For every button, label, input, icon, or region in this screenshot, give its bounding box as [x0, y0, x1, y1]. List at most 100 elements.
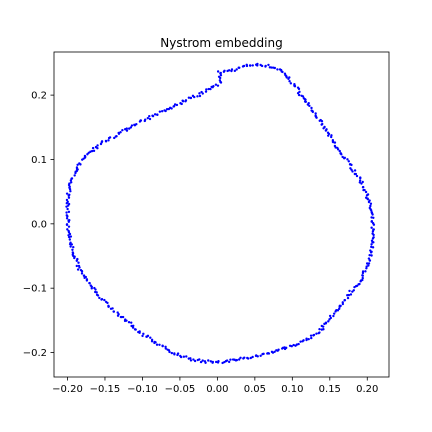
data-point [219, 72, 222, 75]
data-point [296, 91, 300, 95]
data-points [65, 62, 376, 365]
data-point [256, 64, 259, 67]
data-point [314, 114, 317, 117]
data-point [361, 276, 364, 280]
data-point [338, 307, 341, 310]
data-point [201, 359, 204, 362]
data-point [264, 64, 267, 68]
data-point [288, 80, 291, 83]
data-point [107, 304, 110, 308]
data-point [343, 299, 346, 302]
data-point [198, 92, 201, 95]
data-point [65, 211, 68, 214]
data-point [368, 253, 371, 257]
data-point [198, 94, 202, 98]
data-point [260, 64, 264, 68]
data-point [78, 162, 81, 165]
data-point [270, 350, 274, 354]
data-point [113, 136, 116, 140]
data-point [338, 305, 341, 308]
data-point [172, 105, 175, 108]
data-point [233, 69, 237, 73]
data-point [217, 75, 221, 79]
data-point [65, 205, 68, 208]
data-point [361, 271, 365, 275]
data-point [69, 235, 73, 238]
data-point [370, 220, 374, 223]
data-point [115, 135, 118, 138]
data-point [360, 182, 363, 185]
x-tick-label: −0.05 [165, 384, 196, 395]
data-point [192, 358, 195, 361]
data-point [146, 116, 150, 120]
data-point [227, 69, 231, 72]
data-point [292, 343, 295, 347]
data-point [173, 103, 177, 106]
data-point [84, 275, 88, 279]
data-point [219, 73, 223, 77]
y-tick-label: −0.2 [23, 348, 47, 359]
data-point [129, 126, 133, 129]
data-point [270, 66, 273, 69]
data-point [365, 194, 369, 197]
data-point [354, 172, 358, 176]
data-point [297, 87, 301, 91]
data-point [346, 158, 349, 161]
data-point [223, 69, 226, 72]
data-point [148, 117, 152, 121]
data-point [73, 174, 76, 177]
x-tick-label: 0.05 [244, 384, 266, 395]
data-point [367, 200, 371, 204]
data-point [340, 153, 343, 156]
data-point [158, 343, 161, 347]
data-point [85, 278, 89, 281]
data-point [320, 324, 323, 328]
data-point [365, 262, 369, 265]
data-point [69, 190, 72, 193]
data-point [164, 345, 167, 348]
data-point [285, 76, 288, 79]
data-point [275, 349, 278, 352]
data-point [135, 123, 138, 126]
data-point [130, 321, 133, 324]
data-point [223, 360, 226, 364]
data-point [184, 99, 188, 102]
data-point [134, 328, 137, 331]
plot-frame [53, 51, 390, 378]
data-point [187, 357, 191, 360]
data-point [153, 113, 157, 116]
data-point [287, 77, 290, 81]
data-point [327, 320, 330, 323]
data-point [164, 109, 167, 113]
data-point [185, 355, 188, 358]
chart-title: Nystrom embedding [160, 36, 282, 50]
data-point [370, 226, 373, 229]
data-point [67, 196, 71, 199]
data-point [196, 358, 199, 362]
data-point [108, 136, 112, 139]
data-point [334, 310, 337, 313]
data-point [231, 358, 235, 361]
x-tick-label: 0.00 [206, 384, 228, 395]
data-point [71, 248, 74, 251]
data-point [66, 207, 69, 211]
data-point [68, 182, 71, 185]
data-point [96, 144, 99, 147]
data-point [366, 197, 369, 200]
data-point [372, 228, 375, 231]
data-point [160, 110, 164, 113]
data-point [189, 96, 193, 100]
data-point [372, 233, 375, 237]
data-point [95, 293, 99, 297]
data-point [370, 250, 373, 253]
data-point [144, 118, 147, 121]
data-point [204, 90, 208, 93]
x-tick-label: 0.15 [319, 384, 341, 395]
data-point [351, 290, 354, 293]
data-point [320, 123, 323, 126]
data-point [88, 281, 91, 285]
data-point [358, 179, 362, 182]
data-point [203, 360, 207, 363]
data-point [75, 166, 79, 169]
